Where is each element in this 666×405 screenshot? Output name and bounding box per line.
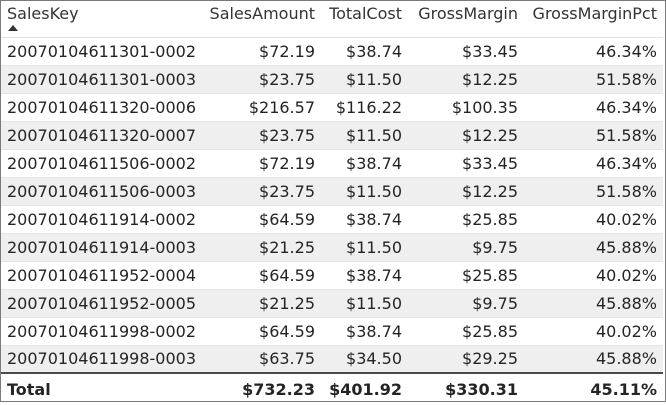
column-header-salesamount[interactable]: SalesAmount <box>201 1 321 38</box>
cell-totalcost: $38.74 <box>321 261 408 290</box>
cell-saleskey: 20070104611320-0006 <box>1 93 201 122</box>
cell-salesamount: $216.57 <box>201 93 321 122</box>
cell-grossmarginpct: 46.34% <box>524 37 663 66</box>
cell-totalcost: $116.22 <box>321 93 408 122</box>
cell-grossmarginpct: 40.02% <box>524 261 663 290</box>
column-header-totalcost[interactable]: TotalCost <box>321 1 408 38</box>
cell-totalcost: $11.50 <box>321 289 408 318</box>
table-row[interactable]: 20070104611506-0003 $23.75 $11.50 $12.25 51.… <box>1 177 663 206</box>
table-row[interactable]: 20070104611914-0003 $21.25 $11.50 $9.75 45.8… <box>1 233 663 262</box>
cell-salesamount: $64.59 <box>201 317 321 346</box>
cell-grossmarginpct: 46.34% <box>524 149 663 178</box>
cell-salesamount: $64.59 <box>201 205 321 234</box>
cell-grossmargin: $12.25 <box>408 121 524 150</box>
cell-grossmargin: $25.85 <box>408 261 524 290</box>
cell-salesamount: $64.59 <box>201 261 321 290</box>
cell-saleskey: 20070104611301-0002 <box>1 37 201 66</box>
sort-ascending-icon[interactable] <box>8 25 18 31</box>
cell-saleskey: 20070104611320-0007 <box>1 121 201 150</box>
cell-totalcost: $38.74 <box>321 149 408 178</box>
cell-grossmarginpct: 40.02% <box>524 317 663 346</box>
cell-grossmargin: $33.45 <box>408 149 524 178</box>
total-grossmarginpct: 45.11% <box>524 372 663 405</box>
cell-saleskey: 20070104611952-0005 <box>1 289 201 318</box>
cell-grossmarginpct: 45.88% <box>524 345 663 374</box>
cell-salesamount: $72.19 <box>201 37 321 66</box>
cell-salesamount: $23.75 <box>201 65 321 94</box>
cell-grossmarginpct: 40.02% <box>524 205 663 234</box>
cell-grossmargin: $12.25 <box>408 177 524 206</box>
total-label: Total <box>1 372 201 405</box>
cell-saleskey: 20070104611506-0002 <box>1 149 201 178</box>
cell-grossmargin: $9.75 <box>408 233 524 262</box>
cell-saleskey: 20070104611506-0003 <box>1 177 201 206</box>
total-salesamount: $732.23 <box>201 372 321 405</box>
cell-grossmarginpct: 51.58% <box>524 177 663 206</box>
cell-grossmarginpct: 45.88% <box>524 233 663 262</box>
table-row[interactable]: 20070104611301-0003 $23.75 $11.50 $12.25 51.… <box>1 65 663 94</box>
table-row[interactable]: 20070104611998-0003 $63.75 $34.50 $29.25 45.… <box>1 345 663 374</box>
cell-totalcost: $38.74 <box>321 205 408 234</box>
table-row[interactable]: 20070104611320-0006 $216.57 $116.22 $100.35… <box>1 93 663 122</box>
cell-saleskey: 20070104611914-0003 <box>1 233 201 262</box>
cell-totalcost: $38.74 <box>321 37 408 66</box>
cell-grossmargin: $25.85 <box>408 317 524 346</box>
total-row: Total $732.23 $401.92 $330.31 45.11% <box>1 372 663 405</box>
table-row[interactable]: 20070104611952-0005 $21.25 $11.50 $9.75 45.8… <box>1 289 663 318</box>
cell-grossmargin: $33.45 <box>408 37 524 66</box>
cell-totalcost: $11.50 <box>321 177 408 206</box>
total-totalcost: $401.92 <box>321 372 408 405</box>
cell-grossmargin: $9.75 <box>408 289 524 318</box>
total-grossmargin: $330.31 <box>408 372 524 405</box>
cell-saleskey: 20070104611301-0003 <box>1 65 201 94</box>
cell-grossmarginpct: 51.58% <box>524 65 663 94</box>
cell-grossmargin: $29.25 <box>408 345 524 374</box>
cell-salesamount: $72.19 <box>201 149 321 178</box>
cell-grossmarginpct: 51.58% <box>524 121 663 150</box>
cell-totalcost: $11.50 <box>321 121 408 150</box>
table-row[interactable]: 20070104611320-0007 $23.75 $11.50 $12.25 51.… <box>1 121 663 150</box>
table-header: SalesKey SalesAmount TotalCost GrossMarg… <box>1 1 663 38</box>
table-row[interactable]: 20070104611301-0002 $72.19 $38.74 $33.45 46.… <box>1 37 663 66</box>
column-header-saleskey[interactable]: SalesKey <box>1 1 201 38</box>
cell-grossmargin: $25.85 <box>408 205 524 234</box>
table-footer: Total $732.23 $401.92 $330.31 45.11% <box>1 372 663 405</box>
cell-totalcost: $11.50 <box>321 233 408 262</box>
cell-grossmarginpct: 45.88% <box>524 289 663 318</box>
cell-totalcost: $11.50 <box>321 65 408 94</box>
cell-salesamount: $21.25 <box>201 233 321 262</box>
column-header-label: SalesKey <box>7 4 79 23</box>
cell-salesamount: $63.75 <box>201 345 321 374</box>
cell-grossmargin: $100.35 <box>408 93 524 122</box>
cell-saleskey: 20070104611998-0003 <box>1 345 201 374</box>
table-row[interactable]: 20070104611506-0002 $72.19 $38.74 $33.45 46.… <box>1 149 663 178</box>
cell-totalcost: $38.74 <box>321 317 408 346</box>
cell-totalcost: $34.50 <box>321 345 408 374</box>
cell-grossmarginpct: 46.34% <box>524 93 663 122</box>
cell-salesamount: $21.25 <box>201 289 321 318</box>
table-row[interactable]: 20070104611952-0004 $64.59 $38.74 $25.85 40.… <box>1 261 663 290</box>
cell-salesamount: $23.75 <box>201 177 321 206</box>
table-row[interactable]: 20070104611914-0002 $64.59 $38.74 $25.85 40.… <box>1 205 663 234</box>
cell-salesamount: $23.75 <box>201 121 321 150</box>
cell-saleskey: 20070104611914-0002 <box>1 205 201 234</box>
column-header-grossmargin[interactable]: GrossMargin <box>408 1 524 38</box>
table-body: 20070104611301-0002 $72.19 $38.74 $33.45 46.… <box>1 37 663 374</box>
table-row[interactable]: 20070104611998-0002 $64.59 $38.74 $25.85 40.… <box>1 317 663 346</box>
column-header-grossmarginpct[interactable]: GrossMarginPct <box>524 1 663 38</box>
cell-saleskey: 20070104611998-0002 <box>1 317 201 346</box>
cell-grossmargin: $12.25 <box>408 65 524 94</box>
header-row: SalesKey SalesAmount TotalCost GrossMarg… <box>1 1 663 38</box>
cell-saleskey: 20070104611952-0004 <box>1 261 201 290</box>
